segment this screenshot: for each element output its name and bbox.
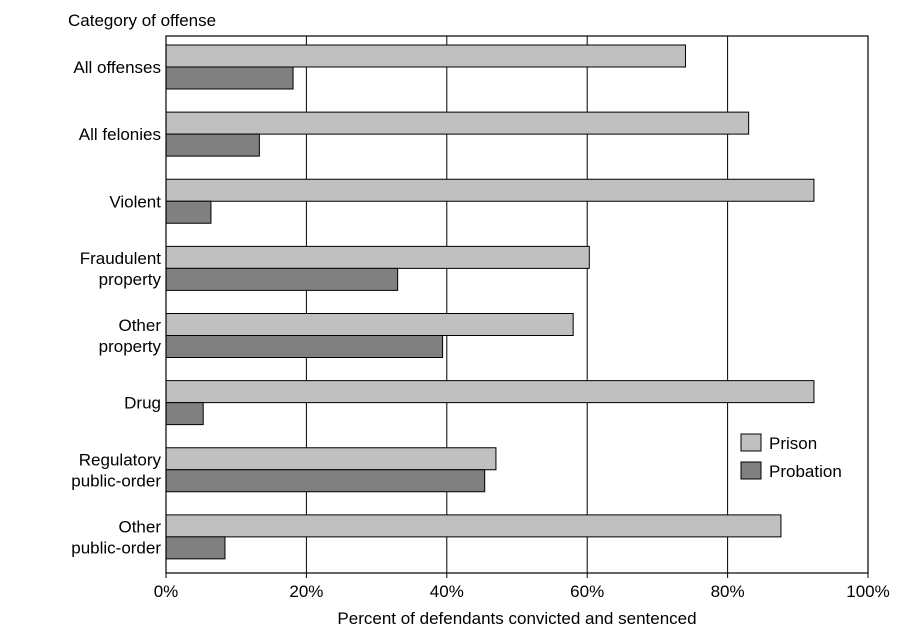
category-label: Other	[118, 517, 161, 536]
bar-probation-1	[165, 133, 260, 157]
x-tick-label: 80%	[711, 582, 745, 601]
legend-label-prison: Prison	[769, 434, 817, 453]
x-tick-label: 100%	[846, 582, 889, 601]
plot-frame	[165, 35, 869, 574]
bar-prison-4	[165, 313, 574, 336]
category-label: All offenses	[73, 58, 161, 77]
category-labels: All offenses All felonies Violent Fraudulen…	[71, 58, 161, 557]
x-axis-ticks: 0% 20% 40% 60% 80% 100%	[154, 573, 890, 601]
category-label: Violent	[109, 192, 161, 211]
bars	[165, 44, 815, 560]
bar-probation-7	[165, 536, 226, 560]
category-axis-title: Category of offense	[68, 11, 216, 30]
bar-prison-3	[165, 245, 590, 269]
bar-probation-2	[165, 200, 212, 224]
bar-prison-2	[165, 178, 815, 202]
category-label: Fraudulent	[80, 249, 162, 268]
bar-prison-1	[165, 111, 750, 135]
x-tick-label: 60%	[570, 582, 604, 601]
bar-prison-5	[165, 380, 815, 404]
category-label: property	[99, 270, 162, 289]
legend-swatch-prison	[740, 433, 762, 452]
bar-probation-4	[165, 335, 444, 358]
bar-prison-0	[165, 44, 686, 68]
bar-prison-6	[165, 447, 497, 471]
category-label: Other	[118, 316, 161, 335]
legend-swatch-probation	[740, 461, 762, 480]
bar-prison-7	[165, 514, 782, 538]
category-label: Drug	[124, 394, 161, 413]
category-label: property	[99, 337, 162, 356]
category-label: All felonies	[79, 125, 161, 144]
legend: Prison Probation	[740, 433, 842, 481]
category-label: public-order	[71, 538, 161, 557]
category-label: public-order	[71, 471, 161, 490]
bar-probation-3	[165, 267, 399, 291]
x-tick-label: 20%	[289, 582, 323, 601]
x-tick-label: 0%	[154, 582, 179, 601]
category-label: Regulatory	[79, 450, 162, 469]
x-tick-label: 40%	[430, 582, 464, 601]
bar-probation-6	[165, 469, 486, 493]
x-axis-title: Percent of defendants convicted and sent…	[337, 609, 696, 628]
bar-probation-5	[165, 402, 204, 426]
legend-label-probation: Probation	[769, 462, 842, 481]
bar-probation-0	[165, 66, 294, 90]
